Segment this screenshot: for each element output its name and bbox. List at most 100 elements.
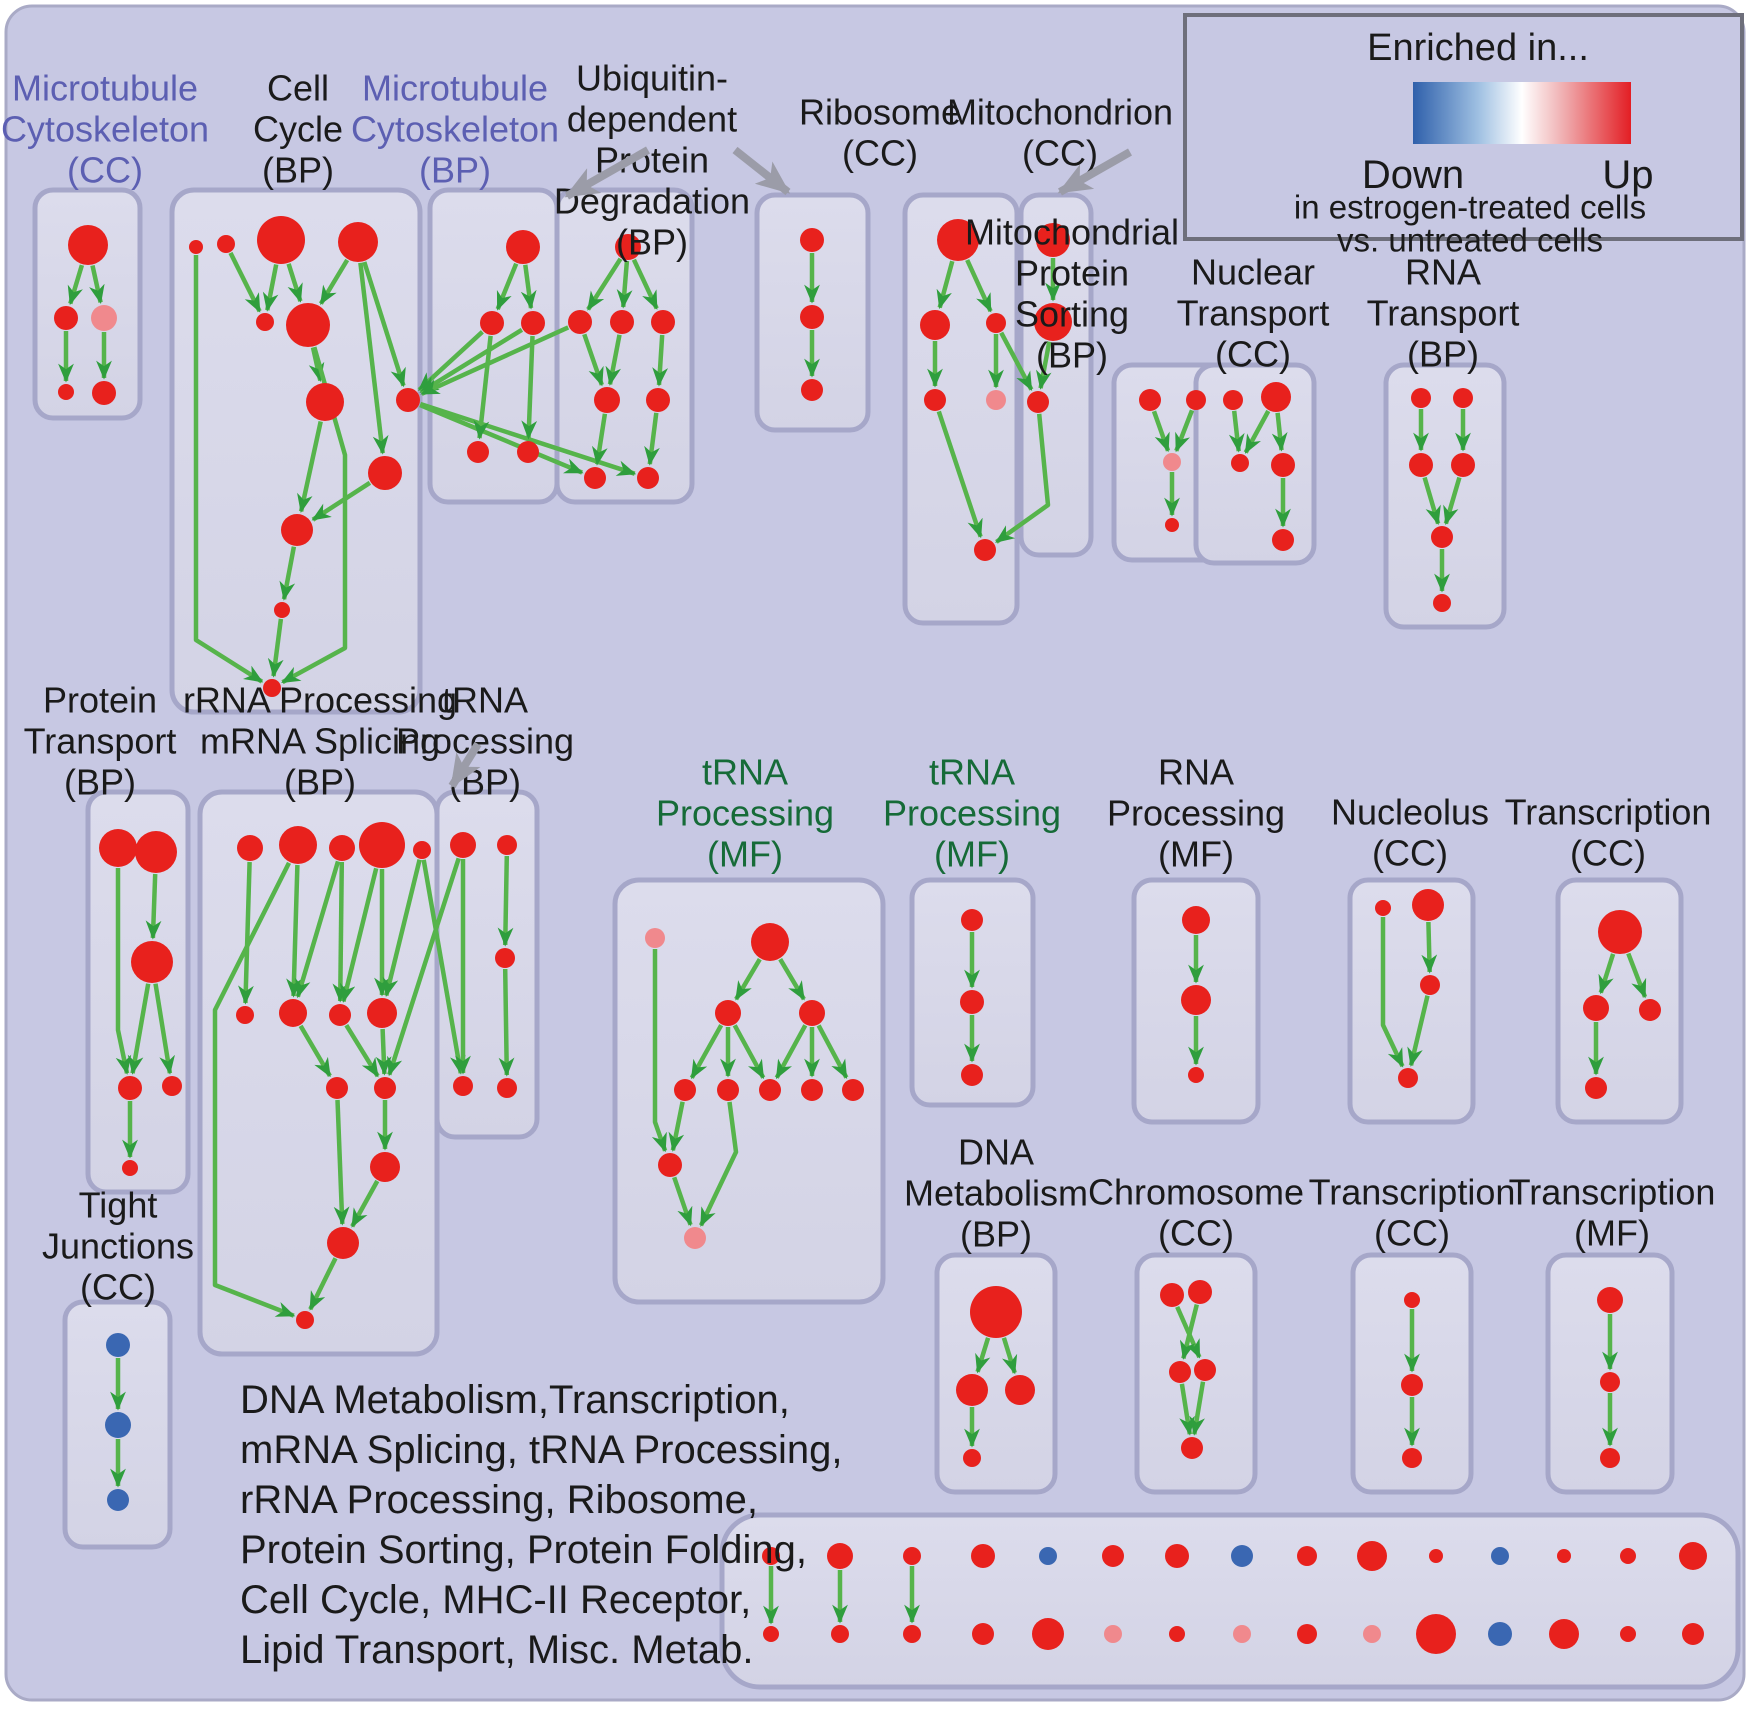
go-term-node-tf_pb <box>684 1227 706 1249</box>
edge-rr_d-rr_h <box>339 867 379 1003</box>
go-term-node-ch2 <box>1188 1280 1212 1304</box>
edge-dm1-dm3 <box>1001 1337 1018 1375</box>
go-term-node-mi_m <box>1034 303 1072 341</box>
go-term-node-mi_t <box>1036 223 1070 257</box>
go-term-node-u2_b <box>800 305 824 329</box>
edge-tb_t1-rr_m2 <box>387 857 461 1077</box>
go-term-node-tx3 <box>1402 1448 1422 1468</box>
cluster-label-line: (BP) <box>262 150 334 191</box>
go-term-node-mb_b1 <box>467 441 489 463</box>
cluster-box-rnatrans_box <box>1383 362 1507 630</box>
edge-pt2-pt3 <box>145 873 162 940</box>
go-term-node-rt1 <box>1411 388 1431 408</box>
cluster-label-line: (BP) <box>616 222 688 263</box>
go-term-node-nt2 <box>1261 382 1291 412</box>
edge-rb_mr-mi_l <box>999 331 1034 391</box>
cluster-box-long_box <box>719 1512 1741 1690</box>
go-term-node-dm2 <box>956 1374 988 1406</box>
edge-rr_b-rr_r <box>212 861 296 1318</box>
go-term-node-pt4 <box>118 1076 142 1100</box>
edge-rr_c-rr_g <box>295 860 341 999</box>
cluster-label-line: rRNA Processing <box>183 680 457 721</box>
go-term-node-pt3 <box>131 941 173 983</box>
cluster-label-line: tRNA <box>702 752 788 793</box>
go-term-node-lb14 <box>1620 1626 1636 1642</box>
cluster-label-transmf: Transcription(MF) <box>1509 1172 1716 1254</box>
edge-tf_c2-tf_pb <box>698 1101 739 1227</box>
edge-ch3-ch5 <box>1179 1383 1195 1436</box>
edge-cc_b-cc_e <box>228 251 262 313</box>
edge-mb_c1-mb_b1 <box>473 335 493 440</box>
go-term-node-rb_pk <box>986 390 1006 410</box>
edge-mp2-mp3 <box>1174 409 1195 453</box>
go-term-node-dm1 <box>970 1286 1022 1338</box>
legend-gradient-bar <box>1413 82 1631 144</box>
go-term-node-u2_c <box>801 379 823 401</box>
go-term-node-cc_e <box>256 313 274 331</box>
go-term-node-t2_3 <box>961 1064 983 1086</box>
go-term-node-rr_r <box>296 1311 314 1329</box>
callout-arrow-1 <box>564 146 650 200</box>
go-term-node-tf_b <box>799 1000 825 1026</box>
cluster-label-line: Transcription <box>1505 792 1712 833</box>
edge-rb_t-rb_ml <box>936 260 955 310</box>
cluster-label-line: dependent <box>567 99 737 140</box>
cluster-label-line: Transcription <box>1509 1172 1716 1213</box>
edge-ch4-ch5 <box>1189 1381 1206 1436</box>
edge-pt3-pt4 <box>127 983 151 1075</box>
go-term-node-tf_c5 <box>842 1079 864 1101</box>
go-term-node-rb_mr <box>986 313 1006 333</box>
cluster-label-line: (CC) <box>842 133 918 174</box>
go-term-node-pt6 <box>122 1160 138 1176</box>
cluster-box-ubiq_box <box>554 187 695 505</box>
go-term-node-lt1 <box>762 1547 780 1565</box>
go-term-node-rr_a <box>237 835 263 861</box>
edge-tf_pk-tf_l <box>651 949 668 1153</box>
cluster-label-mito: Mitochondrion(CC) <box>947 92 1173 174</box>
cluster-label-line: (MF) <box>934 834 1010 875</box>
go-term-node-lt5 <box>1039 1547 1057 1565</box>
go-term-node-nt1 <box>1223 390 1243 410</box>
cluster-label-line: Cell <box>267 68 329 109</box>
go-term-node-ch4 <box>1194 1359 1216 1381</box>
edge-tf_b-tf_c5 <box>816 1024 849 1079</box>
go-term-node-ub_m3 <box>651 310 675 334</box>
edge-tf_t-tf_b <box>778 958 806 1001</box>
cluster-label-line: (CC) <box>1374 1213 1450 1254</box>
go-term-node-mt1 <box>68 225 108 265</box>
legend-subtitle-1: in estrogen-treated cells <box>1294 189 1646 226</box>
cluster-label-line: (CC) <box>1372 833 1448 874</box>
edge-rr_a-rr_f <box>238 861 254 1005</box>
edge-rb_t-rb_mr <box>965 259 993 313</box>
go-term-node-mi_l <box>1027 391 1049 413</box>
cluster-box-cellcycle_box <box>169 187 423 715</box>
go-term-node-rr_i <box>367 998 397 1028</box>
go-term-node-rr_p <box>370 1152 400 1182</box>
edge-pt1-pt4 <box>115 868 132 1075</box>
go-term-node-rr_f <box>236 1006 254 1024</box>
go-term-node-lt8 <box>1231 1545 1253 1567</box>
cluster-label-line: mRNA Splicing <box>200 721 440 762</box>
edge-rr_e-rr_i <box>382 859 422 998</box>
go-term-node-rb_t <box>937 219 979 261</box>
go-term-node-mb_t <box>506 230 540 264</box>
go-term-node-cc_b <box>217 235 235 253</box>
go-term-node-lt2 <box>827 1543 853 1569</box>
go-term-node-tf_a <box>715 1000 741 1026</box>
go-term-node-lt11 <box>1429 1549 1443 1563</box>
cluster-label-line: (BP) <box>1407 334 1479 375</box>
go-term-node-tb_t1 <box>450 832 476 858</box>
cluster-label-line: (BP) <box>1036 335 1108 376</box>
go-term-node-rt6 <box>1433 594 1451 612</box>
go-term-node-rb_ml <box>920 310 950 340</box>
edge-rr_b-rr_g <box>286 864 302 998</box>
edge-cc_h-cc_i <box>311 480 372 522</box>
go-term-node-ub_b2 <box>637 467 659 489</box>
cluster-label-line: Processing <box>396 721 574 762</box>
edge-ub_l2-ub_b2 <box>644 412 660 466</box>
